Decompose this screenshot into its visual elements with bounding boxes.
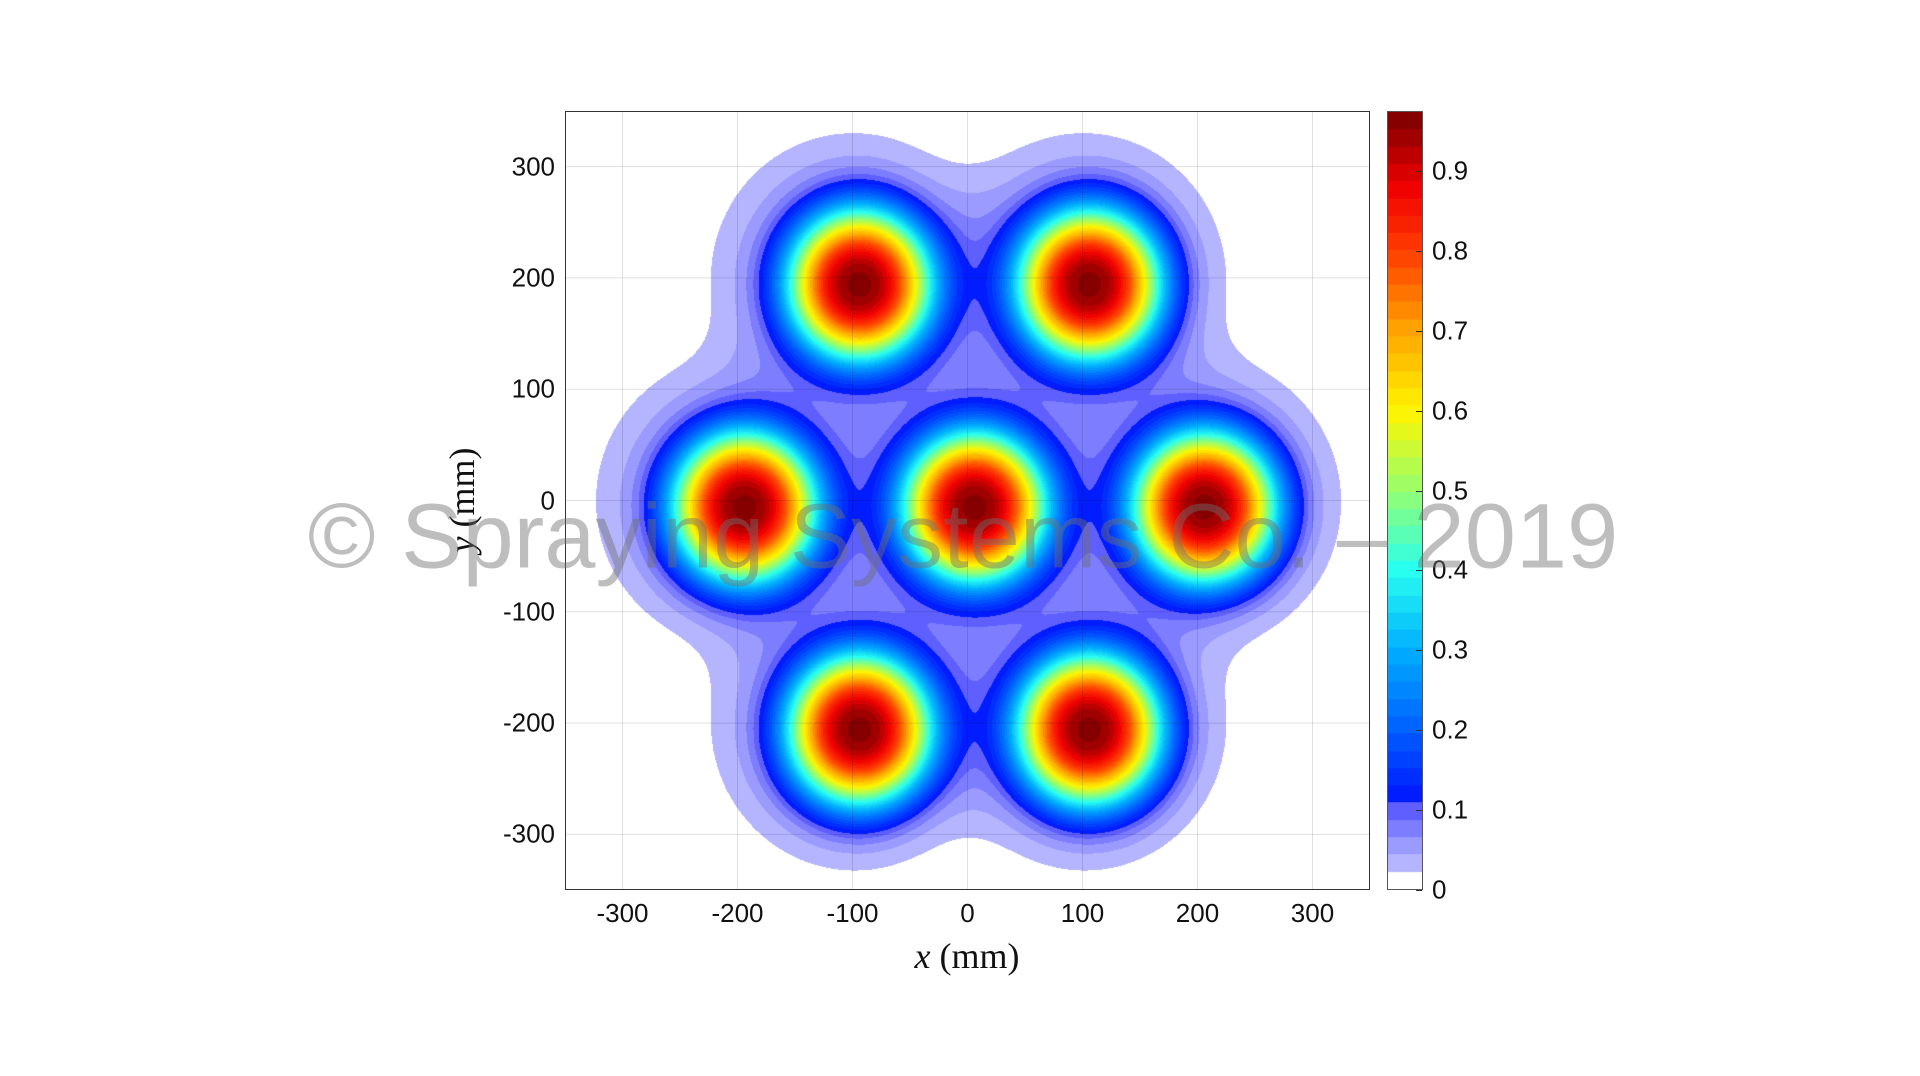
x-tick-label: 100 <box>1060 898 1105 928</box>
colorbar-tick-label: 0.4 <box>1432 554 1469 585</box>
x-axis-var: x <box>914 936 931 976</box>
colorbar <box>1387 111 1423 890</box>
colorbar-tick-label: 0.6 <box>1432 395 1469 426</box>
colorbar-tick-mark <box>1416 250 1422 252</box>
colorbar-tick-mark <box>1416 890 1422 891</box>
x-tick-label: 0 <box>960 898 975 928</box>
colorbar-tick-mark <box>1416 410 1422 412</box>
colorbar-tick-mark <box>1416 170 1422 172</box>
x-axis-unit: (mm) <box>939 936 1020 976</box>
grid-lines <box>565 111 1370 890</box>
colorbar-tick-mark <box>1416 730 1422 732</box>
contour-fill <box>565 111 1370 890</box>
y-axis-label: y (mm) <box>441 448 483 553</box>
y-tick-label: 300 <box>511 151 555 182</box>
y-tick-label: 0 <box>540 485 555 515</box>
x-tick-label: 200 <box>1175 898 1220 928</box>
colorbar-tick-mark <box>1416 650 1422 652</box>
y-axis-unit: (mm) <box>442 447 482 528</box>
colorbar-tick-mark <box>1416 570 1422 572</box>
y-tick-label: -100 <box>502 596 555 627</box>
x-tick-label: 300 <box>1290 898 1335 928</box>
colorbar-tick-mark <box>1416 330 1422 332</box>
colorbar-tick-label: 0.3 <box>1432 634 1469 665</box>
colorbar-tick-label: 0.9 <box>1432 155 1469 186</box>
colorbar-tick-label: 0.8 <box>1432 235 1469 266</box>
y-tick-label: -300 <box>502 818 555 849</box>
y-tick-label: 200 <box>511 262 555 293</box>
x-tick-label: -100 <box>826 898 879 928</box>
colorbar-tick-label: 0.5 <box>1432 475 1469 505</box>
y-axis-var: y <box>442 536 482 553</box>
colorbar-tick-label: 0.2 <box>1432 714 1469 745</box>
x-tick-label: -300 <box>596 898 649 928</box>
y-tick-label: 100 <box>511 373 555 404</box>
colorbar-tick-label: 0.7 <box>1432 315 1469 346</box>
colorbar-tick-label: 0 <box>1432 874 1447 905</box>
colorbar-tick-label: 0.1 <box>1432 794 1469 825</box>
y-tick-label: -200 <box>502 707 555 738</box>
contour-plot-area <box>565 111 1370 890</box>
colorbar-tick-mark <box>1416 490 1422 492</box>
colorbar-tick-mark <box>1416 810 1422 812</box>
x-axis-label: x (mm) <box>915 935 1020 977</box>
x-tick-label: -200 <box>711 898 764 928</box>
